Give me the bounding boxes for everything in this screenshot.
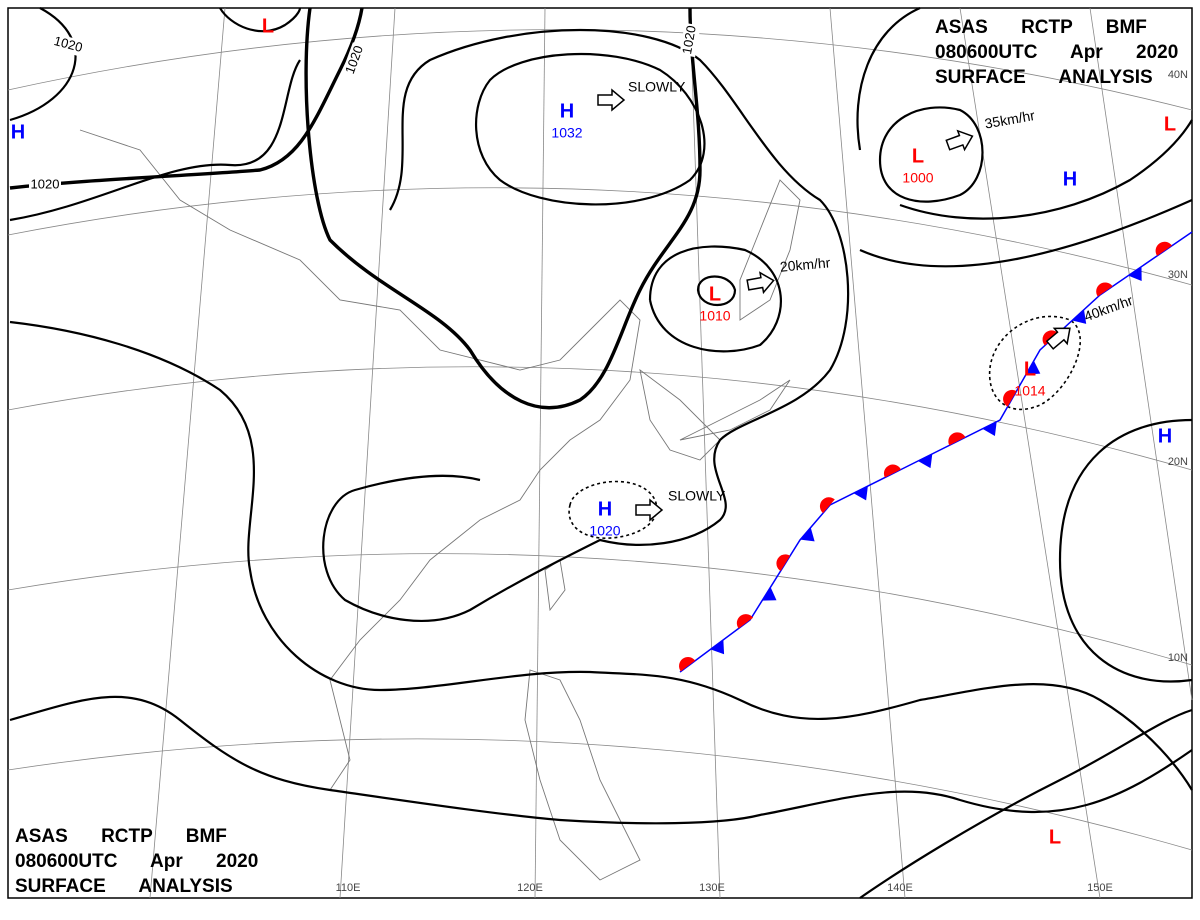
center-symbol: H <box>11 121 25 143</box>
center-symbol: L <box>1049 826 1061 848</box>
map-frame <box>7 7 1193 899</box>
longitude-label: 130E <box>699 882 725 894</box>
cold-symbol <box>982 421 997 436</box>
cold-symbol <box>1128 266 1142 282</box>
isobars <box>9 6 1193 899</box>
header-line: ASAS RCTP BMF <box>935 17 1147 38</box>
center-symbol: H <box>1063 168 1077 190</box>
header-line: SURFACE ANALYSIS <box>935 67 1153 88</box>
move-arrow <box>597 88 626 112</box>
cold-symbol <box>853 486 868 501</box>
longitude-label: 140E <box>887 882 913 894</box>
move-arrow <box>635 498 664 522</box>
center-symbol: L <box>709 283 721 305</box>
movement-arrows <box>597 88 1071 522</box>
move-arrow <box>746 271 775 295</box>
center-symbol: L <box>1024 358 1036 380</box>
center-pressure: 1000 <box>902 170 933 186</box>
coastlines <box>79 129 801 881</box>
center-symbol: H <box>598 498 612 520</box>
longitude-label: 120E <box>517 882 543 894</box>
cold-symbol <box>710 639 725 655</box>
center-pressure: 1020 <box>589 523 620 539</box>
latitude-label: 30N <box>1168 269 1188 281</box>
warm-symbol <box>1003 389 1017 407</box>
move-arrow <box>1045 327 1071 350</box>
cold-symbol <box>917 453 933 469</box>
header-line: ASAS RCTP BMF <box>15 826 227 847</box>
header-line: 080600UTC Apr 2020 <box>15 851 258 872</box>
warm-symbol <box>679 657 696 672</box>
latitude-label: 10N <box>1168 652 1188 664</box>
center-pressure: 1014 <box>1014 383 1045 399</box>
isobar-label: 1020 <box>679 24 699 55</box>
cold-symbol <box>762 587 777 601</box>
latitude-label: 20N <box>1168 456 1188 468</box>
center-symbol: L <box>262 15 274 37</box>
center-pressure: 1032 <box>551 125 582 141</box>
longitude-label: 150E <box>1087 882 1113 894</box>
label-bg <box>342 42 368 78</box>
center-pressure: 1010 <box>699 308 730 324</box>
center-symbol: L <box>1164 113 1176 135</box>
label-bg <box>679 22 701 58</box>
warm-symbol <box>883 464 901 478</box>
cold-symbol <box>1072 309 1087 324</box>
isobar-label: 1020 <box>31 176 60 191</box>
warm-symbol <box>736 614 754 629</box>
move-arrow <box>945 129 974 152</box>
header-line: 080600UTC Apr 2020 <box>935 42 1178 63</box>
header-line: SURFACE ANALYSIS <box>15 876 233 897</box>
center-symbol: H <box>560 100 574 122</box>
cold-symbol <box>800 527 815 542</box>
warm-symbol <box>776 554 791 571</box>
move-label: 20km/hr <box>779 254 831 274</box>
latitude-label: 40N <box>1168 69 1188 81</box>
longitude-label: 110E <box>336 882 361 894</box>
move-label: SLOWLY <box>628 79 686 95</box>
warm-symbol <box>819 497 835 514</box>
cold-symbol <box>1025 360 1041 375</box>
label-bg <box>29 177 61 193</box>
front-symbols <box>679 241 1173 672</box>
warm-symbol <box>948 432 966 446</box>
center-symbol: H <box>1158 425 1172 447</box>
isobar-label: 1020 <box>52 33 84 55</box>
center-symbol: L <box>912 145 924 167</box>
warm-symbol <box>1096 282 1113 297</box>
warm-symbol <box>1155 241 1173 256</box>
move-label: SLOWLY <box>668 488 726 504</box>
